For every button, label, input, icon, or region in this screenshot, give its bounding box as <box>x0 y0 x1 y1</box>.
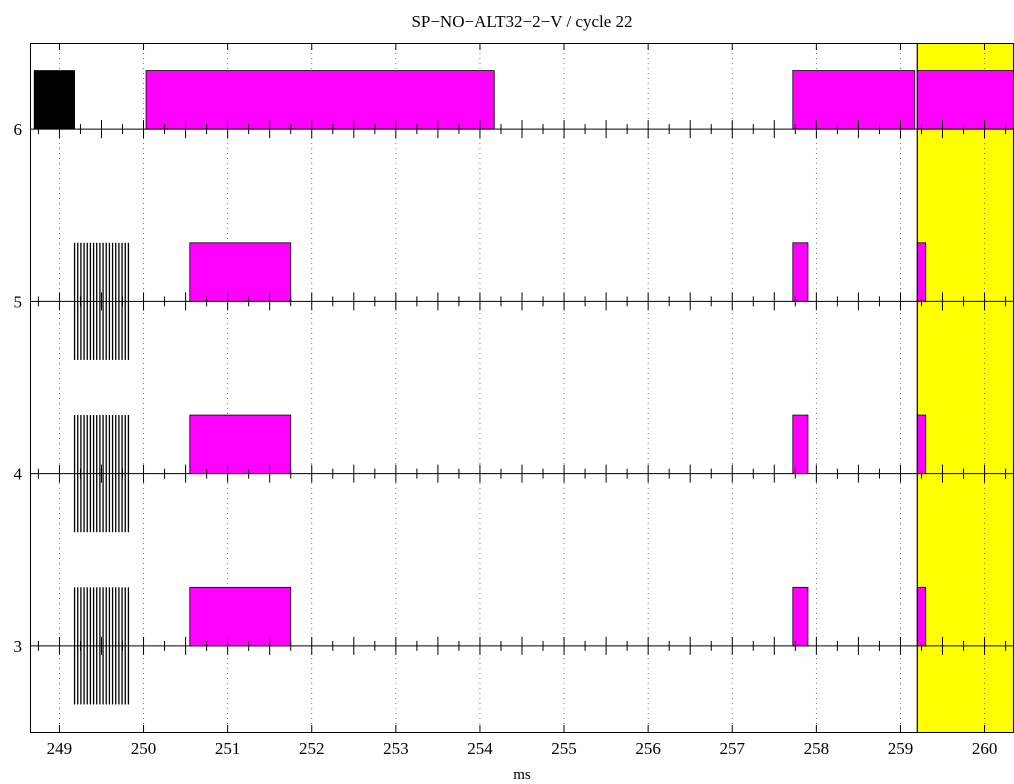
x-axis-ticks: 249 250 251 252 253 254 255 256 257 258 259 260 <box>47 43 998 758</box>
activity-bar <box>792 586 809 647</box>
activity-bar <box>189 586 292 647</box>
x-tick-label: 254 <box>467 739 493 758</box>
chart-title: SP−NO−ALT32−2−V / cycle 22 <box>411 12 632 31</box>
activity-bar <box>189 414 292 475</box>
activity-bar <box>792 242 809 302</box>
y-tick-label: 5 <box>14 292 23 311</box>
y-axis-ticks: 3 4 5 6 <box>14 120 23 656</box>
x-tick-label: 253 <box>383 739 409 758</box>
x-tick-label: 249 <box>47 739 73 758</box>
activity-bar <box>189 242 292 302</box>
x-tick-label: 256 <box>635 739 661 758</box>
y-tick-label: 3 <box>14 637 23 656</box>
y-tick-label: 6 <box>14 120 23 139</box>
x-tick-label: 258 <box>804 739 830 758</box>
lane-baselines <box>30 120 1014 655</box>
activity-bar <box>145 70 495 130</box>
x-tick-label: 255 <box>551 739 577 758</box>
x-tick-label: 259 <box>888 739 914 758</box>
plot-frame <box>30 43 1014 733</box>
highlight-region-rect <box>917 43 1014 732</box>
activity-bar <box>792 70 916 130</box>
activity-bar <box>916 414 927 475</box>
activity-bar <box>916 70 1014 130</box>
activity-bar <box>916 242 927 302</box>
x-tick-label: 260 <box>972 739 998 758</box>
highlight-region <box>917 43 1014 732</box>
activity-bar <box>916 586 927 647</box>
activity-bar <box>33 70 75 130</box>
x-tick-label: 250 <box>131 739 157 758</box>
x-axis-label: ms <box>513 767 531 783</box>
x-tick-label: 252 <box>299 739 325 758</box>
y-tick-label: 4 <box>14 465 23 484</box>
x-tick-label: 257 <box>720 739 746 758</box>
activity-bar <box>792 414 809 475</box>
activity-bars <box>33 70 1014 647</box>
x-tick-label: 251 <box>215 739 241 758</box>
